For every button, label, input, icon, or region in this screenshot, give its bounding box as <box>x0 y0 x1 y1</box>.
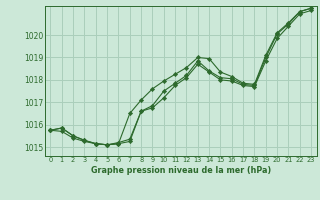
X-axis label: Graphe pression niveau de la mer (hPa): Graphe pression niveau de la mer (hPa) <box>91 166 271 175</box>
